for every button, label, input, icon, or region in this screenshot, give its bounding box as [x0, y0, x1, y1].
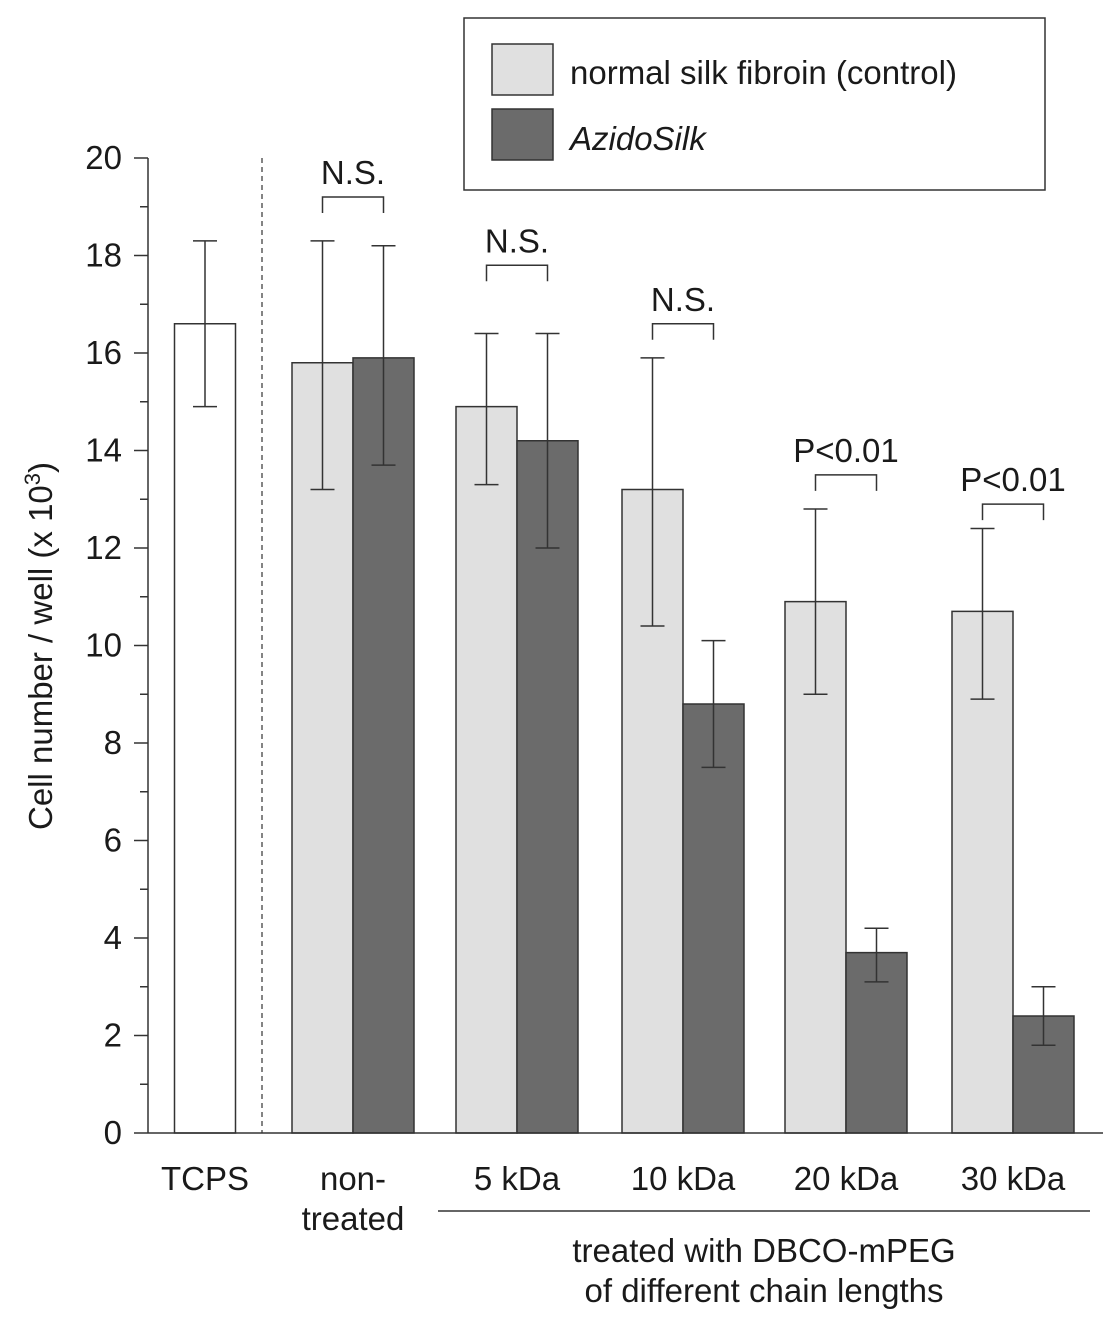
- y-tick-label-6: 6: [104, 822, 122, 859]
- group-caption-line-1: treated with DBCO-mPEG: [572, 1232, 955, 1269]
- bars-layer: [173, 323, 1075, 1134]
- axes-layer: 0 2 4 6 8 10 12 14 16 18 20: [85, 139, 1103, 1151]
- significance-label-1: N.S.: [321, 154, 385, 191]
- legend-swatch-control: [491, 43, 554, 96]
- bar-control-non-treated: [291, 362, 354, 1134]
- significance-label-2: N.S.: [485, 222, 549, 259]
- significance-bracket-1: [321, 196, 385, 213]
- bar-azidosilk-20-kda: [845, 951, 908, 1134]
- x-tick-label-non-treated-line-2: treated: [302, 1200, 405, 1237]
- x-tick-label-tcps: TCPS: [161, 1160, 249, 1197]
- bar-azidosilk-non-treated: [352, 357, 415, 1134]
- y-tick-label-2: 2: [104, 1017, 122, 1054]
- y-tick-label-0: 0: [104, 1114, 122, 1151]
- category-labels-layer: TCPS non-treated 5 kDa 10 kDa 20 kDa 30 kDa: [161, 1160, 1066, 1237]
- group-caption-line-2: of different chain lengths: [585, 1272, 944, 1309]
- y-axis-label: Cell number / well (x 103): [20, 462, 59, 830]
- y-tick-label-4: 4: [104, 919, 122, 956]
- significance-bracket-2: [485, 264, 549, 282]
- error-bars-layer: [193, 240, 1056, 1046]
- bar-azidosilk-10-kda: [682, 703, 745, 1134]
- significance-bracket-4: [814, 474, 878, 491]
- significance-label-3: N.S.: [651, 281, 715, 318]
- x-tick-label-10-kda: 10 kDa: [631, 1160, 736, 1197]
- y-axis-label-close: ): [22, 462, 59, 473]
- significance-bracket-5: [981, 503, 1045, 521]
- bar-control-5-kda: [455, 405, 518, 1134]
- y-tick-label-16: 16: [85, 334, 122, 371]
- legend-label-azidosilk: AzidoSilk: [568, 120, 707, 157]
- x-tick-label-20-kda: 20 kDa: [794, 1160, 899, 1197]
- y-axis-label-text: Cell number / well (x 10: [22, 485, 59, 830]
- y-tick-label-20: 20: [85, 139, 122, 176]
- legend-box: [463, 17, 1046, 191]
- y-tick-label-8: 8: [104, 724, 122, 761]
- x-tick-label-5-kda: 5 kDa: [474, 1160, 561, 1197]
- significance-label-4: P<0.01: [793, 432, 899, 469]
- y-axis-label-superscript: 3: [20, 473, 45, 485]
- bar-tcps: [173, 323, 237, 1134]
- significance-label-5: P<0.01: [960, 461, 1066, 498]
- bar-azidosilk-5-kda: [516, 440, 579, 1134]
- y-tick-label-14: 14: [85, 432, 122, 469]
- legend-swatch-azidosilk: [491, 108, 554, 161]
- legend-label-control: normal silk fibroin (control): [570, 54, 957, 91]
- y-tick-label-10: 10: [85, 627, 122, 664]
- x-tick-label-non-treated-line-1: non-: [320, 1160, 386, 1197]
- y-tick-label-18: 18: [85, 237, 122, 274]
- significance-bracket-3: [651, 323, 715, 340]
- significance-layer: N.S. N.S. N.S. P<0.01 P<0.01: [321, 154, 1066, 521]
- y-tick-label-12: 12: [85, 529, 122, 566]
- legend: normal silk fibroin (control) AzidoSilk: [463, 17, 1046, 191]
- x-tick-label-30-kda: 30 kDa: [961, 1160, 1066, 1197]
